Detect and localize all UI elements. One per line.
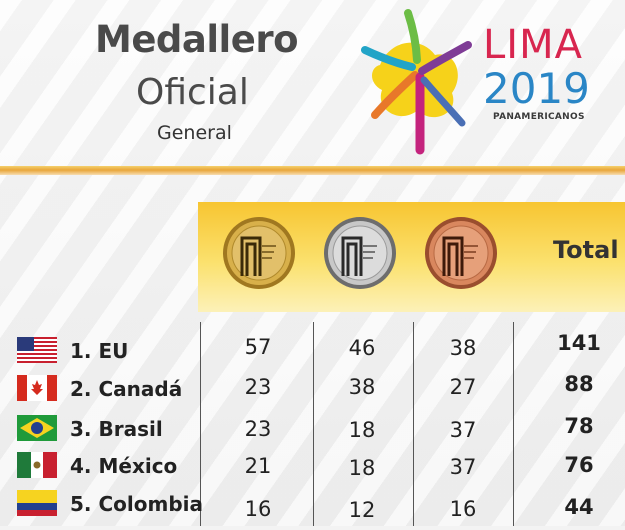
column-divider [200, 322, 201, 526]
column-divider [413, 322, 414, 526]
country-name: 5. Colombia [70, 492, 203, 516]
column-divider [313, 322, 314, 526]
total-count: 88 [564, 372, 594, 396]
table-row: 2. Canadá 23 38 27 88 [0, 372, 625, 415]
country-name: 4. México [70, 454, 178, 478]
gold-count: 23 [244, 375, 272, 399]
bronze-count: 38 [449, 336, 477, 360]
header-divider [0, 166, 625, 175]
country-name: 2. Canadá [70, 377, 183, 401]
total-column-header: Total [553, 236, 619, 264]
table-row: 4. México 21 18 37 76 [0, 452, 625, 492]
silver-count: 38 [348, 375, 376, 399]
country-name: 3. Brasil [70, 417, 163, 441]
silver-count: 46 [348, 336, 376, 360]
header: Medallero Oficial General LIMA 2019 PANA… [0, 0, 625, 170]
total-count: 78 [564, 414, 594, 438]
bronze-medal-icon [424, 216, 498, 290]
brand-panamericanos: PANAMERICANOS [493, 112, 585, 122]
table-row: 5. Colombia 16 12 16 44 [0, 490, 625, 530]
usa-flag-icon [17, 337, 57, 363]
bronze-count: 27 [449, 375, 477, 399]
mexico-flag-icon [17, 452, 57, 478]
canada-flag-icon [17, 375, 57, 401]
brand-year: 2019 [483, 64, 590, 113]
gold-count: 23 [244, 417, 272, 441]
bronze-count: 37 [449, 418, 477, 442]
silver-medal-icon [323, 216, 397, 290]
title-oficial: Oficial [136, 72, 249, 113]
country-name: 1. EU [70, 339, 129, 363]
brazil-flag-icon [17, 415, 57, 441]
lima-2019-logo-icon [361, 9, 472, 155]
silver-count: 12 [348, 498, 376, 522]
bronze-count: 37 [449, 455, 477, 479]
table-row: 1. EU 57 46 38 141 [0, 331, 625, 377]
silver-count: 18 [348, 456, 376, 480]
colombia-flag-icon [17, 490, 57, 516]
total-count: 44 [564, 495, 594, 519]
gold-count: 21 [244, 454, 272, 478]
total-count: 76 [564, 453, 594, 477]
column-divider [513, 322, 514, 526]
table-row: 3. Brasil 23 18 37 78 [0, 414, 625, 455]
brand-lima: LIMA [483, 22, 583, 68]
total-count: 141 [557, 331, 601, 355]
gold-count: 16 [244, 497, 272, 521]
title-general: General [157, 122, 232, 144]
gold-medal-icon [222, 216, 296, 290]
title-medallero: Medallero [95, 18, 299, 61]
silver-count: 18 [348, 418, 376, 442]
bronze-count: 16 [449, 497, 477, 521]
gold-count: 57 [244, 335, 272, 359]
